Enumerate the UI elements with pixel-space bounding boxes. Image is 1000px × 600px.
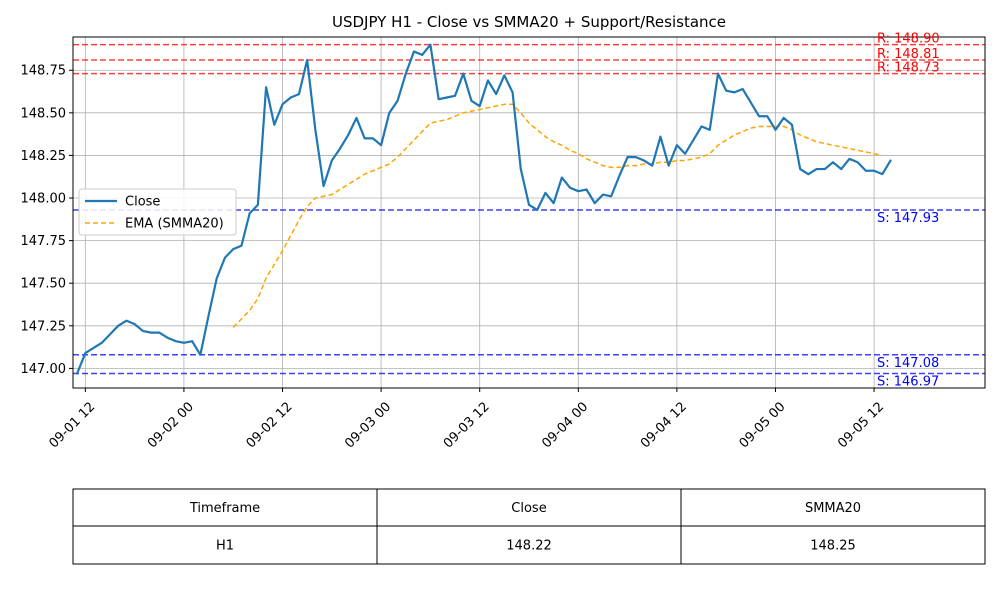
- table-cell: 148.22: [506, 539, 552, 554]
- legend-label: EMA (SMMA20): [125, 217, 224, 232]
- data-table: Timeframe Close SMMA20 H1 148.22 148.25: [72, 488, 986, 565]
- series-line-close: [76, 43, 892, 375]
- x-tick-label: 09-02 12: [244, 399, 296, 451]
- x-tick-label: 09-04 00: [539, 399, 591, 451]
- legend-label: Close: [125, 195, 160, 210]
- y-tick-label: 147.50: [21, 277, 67, 292]
- x-tick-label: 09-04 12: [638, 399, 690, 451]
- support-label: S: 147.93: [877, 211, 939, 226]
- resistance-label: R: 148.73: [877, 61, 940, 76]
- table-cell: 148.25: [810, 539, 856, 554]
- legend-box: [78, 188, 237, 236]
- plot-series: [76, 43, 892, 375]
- y-tick-label: 148.50: [21, 106, 67, 121]
- table-header-cell: SMMA20: [805, 501, 861, 516]
- y-tick-label: 147.75: [21, 234, 67, 249]
- table-header-cell: Close: [511, 501, 546, 516]
- x-tick-label: 09-05 12: [835, 399, 887, 451]
- y-axis: 147.00 147.25 147.50 147.75 148.00 148.25 148.…: [21, 64, 73, 377]
- support-label: S: 146.97: [877, 375, 939, 390]
- x-tick-label: 09-05 00: [737, 399, 789, 451]
- y-tick-label: 148.75: [21, 64, 67, 79]
- x-tick-label: 09-02 00: [145, 399, 197, 451]
- series-line-smma20: [232, 103, 883, 329]
- y-tick-label: 147.00: [21, 362, 67, 377]
- y-tick-label: 147.25: [21, 319, 67, 334]
- support-resistance-levels: [73, 43, 985, 375]
- x-tick-label: 09-01 12: [46, 399, 98, 451]
- table-header-cell: Timeframe: [189, 501, 260, 516]
- y-tick-label: 148.25: [21, 149, 67, 164]
- level-labels: R: 148.90R: 148.81R: 148.73 S: 147.93 S: 1…: [877, 32, 940, 390]
- table-cell: H1: [216, 539, 234, 554]
- legend: Close EMA (SMMA20): [78, 188, 237, 236]
- x-tick-label: 09-03 00: [342, 399, 394, 451]
- resistance-label: R: 148.90: [877, 32, 940, 47]
- chart-title: USDJPY H1 - Close vs SMMA20 + Support/Re…: [332, 13, 726, 31]
- grid: [73, 37, 985, 388]
- resistance-label: R: 148.81: [877, 47, 940, 62]
- x-axis: 09-01 12 09-02 00 09-02 12 09-03 00 09-03 12…: [46, 388, 887, 451]
- y-tick-label: 148.00: [21, 192, 67, 207]
- x-tick-label: 09-03 12: [441, 399, 493, 451]
- plot-frame: [72, 36, 986, 389]
- support-label: S: 147.08: [877, 356, 939, 371]
